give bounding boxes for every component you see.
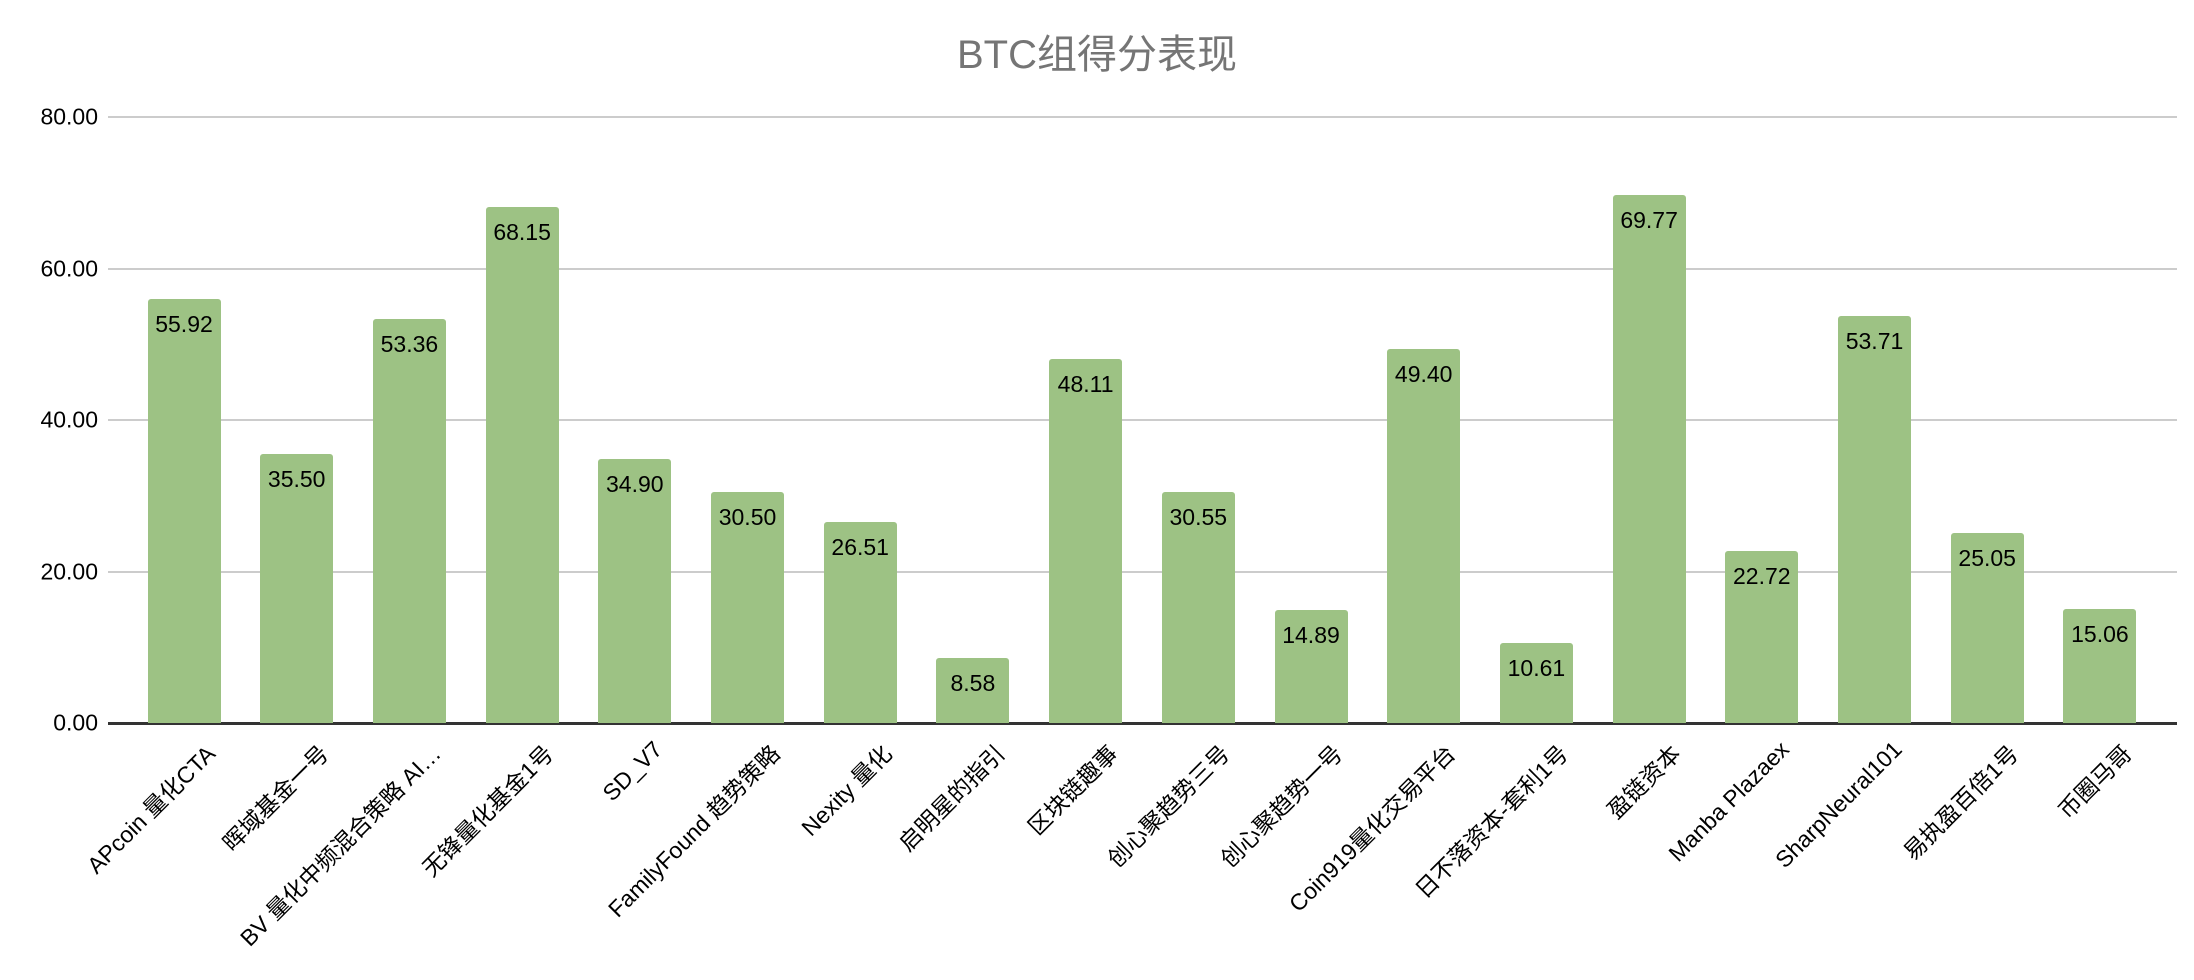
- x-tick-label: SD_V7: [597, 736, 668, 806]
- plot-area: 55.92 35.50 53.36 68.15 34.90 30.50 26.51 8.58 4…: [108, 116, 2177, 725]
- x-tick-label: 启明星的指引: [893, 740, 1010, 857]
- bar[interactable]: 25.05: [1950, 533, 2024, 723]
- gridline: [108, 570, 2177, 573]
- bar-value-label: 30.55: [1169, 503, 1228, 530]
- x-tick-label: 盈链资本: [1602, 740, 1686, 824]
- bar-value-label: 48.11: [1057, 370, 1114, 397]
- bar[interactable]: 22.72: [1725, 550, 1799, 723]
- y-tick-label: 40.00: [40, 406, 98, 433]
- bar-value-label: 10.61: [1507, 654, 1566, 681]
- bar[interactable]: 49.40: [1387, 348, 1461, 723]
- bar[interactable]: 55.92: [147, 299, 221, 723]
- bar-value-label: 53.71: [1845, 328, 1904, 355]
- y-tick-label: 20.00: [40, 558, 98, 584]
- bar[interactable]: 35.50: [260, 454, 334, 723]
- x-axis-line: [108, 722, 2177, 725]
- bar[interactable]: 30.50: [711, 491, 784, 723]
- bar-value-label: 30.50: [718, 503, 777, 530]
- bar-value-label: 49.40: [1394, 360, 1453, 387]
- x-tick-label: BV 量化中频混合策略 AI…: [235, 740, 447, 952]
- bar[interactable]: 10.61: [1499, 642, 1573, 723]
- chart-title: BTC组得分表现: [957, 33, 1237, 77]
- bar-value-label: 26.51: [831, 534, 889, 561]
- bar[interactable]: 14.89: [1274, 610, 1348, 723]
- y-tick-label: 60.00: [40, 255, 98, 281]
- y-tick-label: 80.00: [40, 103, 98, 130]
- x-tick-label: APcoin 量化CTA: [81, 740, 221, 879]
- bar-value-label: 55.92: [155, 311, 213, 338]
- bar[interactable]: 53.71: [1838, 316, 1911, 723]
- bar[interactable]: 30.55: [1161, 491, 1235, 723]
- gridline: [108, 267, 2177, 270]
- bar-value-label: 22.72: [1733, 562, 1791, 589]
- bar-value-label: 15.06: [2071, 620, 2129, 647]
- y-tick-label: 0.00: [53, 709, 98, 736]
- x-tick-label: 晖域基金一号: [217, 740, 334, 857]
- bar-value-label: 68.15: [493, 218, 551, 245]
- bar[interactable]: 15.06: [2063, 608, 2137, 723]
- bar[interactable]: 8.58: [936, 658, 1010, 723]
- bar[interactable]: 48.11: [1049, 358, 1123, 723]
- bar-value-label: 14.89: [1282, 622, 1340, 649]
- x-tick-label: 区块链趣事: [1022, 740, 1123, 840]
- bar[interactable]: 34.90: [598, 458, 672, 723]
- gridline: [108, 116, 2177, 118]
- x-tick-label: Nexity 量化: [796, 740, 898, 841]
- bar-value-label: 69.77: [1620, 206, 1678, 233]
- bar-value-label: 53.36: [380, 330, 439, 357]
- bar[interactable]: 68.15: [485, 206, 559, 723]
- x-tick-label: 币圈马哥: [2053, 740, 2137, 824]
- bar-value-label: 34.90: [606, 470, 664, 497]
- gridline: [108, 419, 2177, 421]
- x-tick-label: 易执盈百倍1号: [1898, 740, 2024, 866]
- bar[interactable]: 69.77: [1612, 194, 1686, 723]
- bar-value-label: 25.05: [1958, 545, 2016, 572]
- bar-value-label: 35.50: [267, 466, 326, 493]
- bar-value-label: 8.58: [950, 670, 996, 697]
- bar[interactable]: 53.36: [372, 318, 446, 723]
- bar[interactable]: 26.51: [823, 522, 897, 723]
